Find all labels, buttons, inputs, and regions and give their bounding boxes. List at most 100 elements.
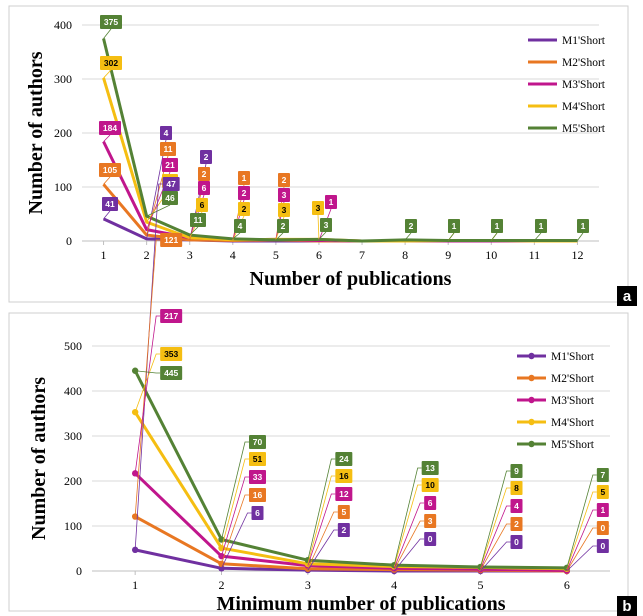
data-label-box bbox=[100, 56, 122, 70]
data-label-leader bbox=[307, 493, 336, 566]
data-label: 16 bbox=[339, 471, 349, 481]
panel-tag: a bbox=[623, 288, 632, 305]
data-label-box bbox=[99, 121, 121, 135]
data-label-leader bbox=[103, 28, 112, 39]
x-tick-label: 7 bbox=[359, 248, 365, 262]
x-tick-label: 2 bbox=[144, 248, 150, 262]
data-label-leader bbox=[393, 520, 425, 570]
data-label-leader bbox=[566, 509, 597, 571]
data-label: 46 bbox=[165, 193, 175, 203]
data-label-box bbox=[160, 126, 172, 140]
x-tick-label: 8 bbox=[402, 248, 408, 262]
data-label-box bbox=[160, 347, 183, 361]
data-label: 1 bbox=[539, 221, 544, 231]
data-label-box bbox=[424, 532, 437, 546]
legend-label: M3'Short bbox=[551, 395, 595, 407]
data-label: 7 bbox=[600, 470, 605, 480]
data-label: 47 bbox=[166, 179, 176, 189]
y-tick-label: 500 bbox=[64, 339, 82, 353]
data-label-leader bbox=[134, 183, 163, 550]
data-label-leader bbox=[566, 491, 597, 569]
data-label-leader bbox=[577, 232, 584, 241]
x-tick-label: 1 bbox=[101, 248, 107, 262]
x-tick-label: 4 bbox=[391, 578, 397, 592]
y-tick-label: 400 bbox=[64, 384, 82, 398]
data-label: 3 bbox=[282, 205, 287, 215]
data-label-box bbox=[337, 523, 350, 537]
data-label-box bbox=[278, 188, 290, 202]
data-label-box bbox=[238, 202, 250, 216]
x-tick-label: 6 bbox=[316, 248, 322, 262]
legend-label: M5'Short bbox=[562, 123, 606, 135]
data-label-leader bbox=[480, 487, 511, 568]
panel-tag-box bbox=[617, 286, 637, 306]
data-label-leader bbox=[566, 545, 597, 572]
data-label-box bbox=[160, 233, 183, 247]
series-line-m3 bbox=[134, 472, 567, 573]
data-label: 4 bbox=[164, 128, 169, 138]
x-tick-label: 2 bbox=[219, 578, 225, 592]
data-label-leader bbox=[393, 538, 425, 572]
data-label: 2 bbox=[282, 175, 287, 185]
data-label: 2 bbox=[341, 525, 346, 535]
data-label: 6 bbox=[428, 498, 433, 508]
data-label: 5 bbox=[600, 487, 605, 497]
data-label-box bbox=[160, 142, 176, 156]
data-label-box bbox=[335, 452, 353, 466]
legend-marker bbox=[528, 396, 535, 404]
data-label: 3 bbox=[428, 516, 433, 526]
y-tick-label: 0 bbox=[76, 564, 82, 578]
data-label-leader bbox=[232, 232, 241, 240]
legend-label: M4'Short bbox=[551, 417, 595, 429]
data-label-leader bbox=[480, 523, 511, 571]
x-tick-label: 11 bbox=[529, 248, 541, 262]
data-label: 6 bbox=[255, 508, 260, 518]
data-label-leader bbox=[134, 315, 161, 474]
data-label: 13 bbox=[425, 463, 435, 473]
data-label-leader bbox=[393, 502, 425, 569]
x-tick-label: 4 bbox=[230, 248, 236, 262]
data-label-box bbox=[337, 505, 350, 519]
data-label-leader bbox=[404, 232, 412, 241]
data-label: 184 bbox=[103, 123, 117, 133]
panel-border bbox=[8, 312, 629, 612]
data-label-leader bbox=[566, 474, 597, 568]
data-label-box bbox=[249, 452, 266, 466]
data-label-leader bbox=[134, 353, 161, 413]
x-tick-label: 5 bbox=[273, 248, 279, 262]
y-tick-label: 100 bbox=[64, 519, 82, 533]
data-label: 6 bbox=[202, 183, 207, 193]
x-tick-label: 1 bbox=[132, 578, 138, 592]
data-label-box bbox=[160, 309, 183, 323]
data-label-box bbox=[424, 496, 437, 510]
data-label: 4 bbox=[514, 501, 519, 511]
data-label: 10 bbox=[425, 480, 435, 490]
data-label: 21 bbox=[165, 160, 175, 170]
data-label-box bbox=[320, 218, 332, 232]
data-label: 24 bbox=[339, 454, 349, 464]
data-label-box bbox=[510, 464, 523, 478]
x-tick-label: 9 bbox=[445, 248, 451, 262]
data-label: 8 bbox=[514, 483, 519, 493]
legend-label: M2'Short bbox=[562, 57, 606, 69]
data-label: 0 bbox=[600, 541, 605, 551]
data-label: 70 bbox=[253, 437, 263, 447]
data-label-leader bbox=[480, 505, 511, 570]
data-label: 2 bbox=[202, 169, 207, 179]
data-label-leader bbox=[275, 232, 284, 241]
data-label-leader bbox=[134, 239, 161, 517]
data-label-box bbox=[421, 461, 439, 475]
x-tick-label: 6 bbox=[564, 578, 570, 592]
data-label-box bbox=[596, 485, 609, 499]
data-label-box bbox=[596, 503, 609, 517]
data-label: 2 bbox=[242, 204, 247, 214]
data-label-box bbox=[238, 186, 250, 200]
data-label: 2 bbox=[514, 519, 519, 529]
series-line-m5 bbox=[102, 38, 578, 243]
data-label: 11 bbox=[194, 215, 203, 225]
data-label-box bbox=[312, 201, 324, 215]
data-label-leader bbox=[307, 511, 338, 569]
data-label-box bbox=[190, 213, 206, 227]
data-label-leader bbox=[103, 210, 111, 220]
